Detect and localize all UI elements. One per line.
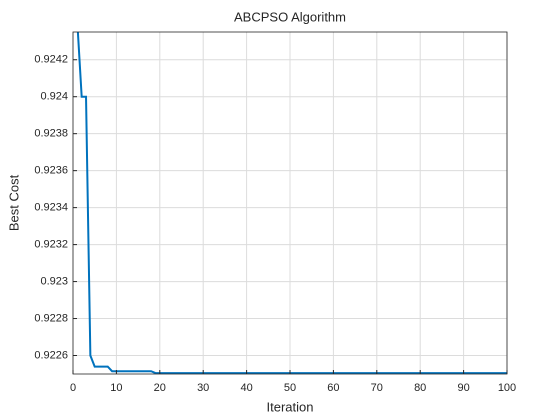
y-tick-label: 0.9226 — [34, 349, 68, 361]
y-tick-label: 0.923 — [40, 275, 68, 287]
x-tick-label: 20 — [154, 382, 166, 394]
x-axis-label: Iteration — [267, 399, 314, 414]
x-tick-label: 50 — [284, 382, 296, 394]
y-tick-label: 0.9234 — [34, 202, 68, 214]
y-tick-label: 0.924 — [40, 91, 68, 103]
x-tick-label: 40 — [240, 382, 252, 394]
x-tick-label: 100 — [498, 382, 516, 394]
x-tick-label: 80 — [414, 382, 426, 394]
y-tick-label: 0.9228 — [34, 312, 68, 324]
x-tick-label: 70 — [371, 382, 383, 394]
x-tick-label: 60 — [327, 382, 339, 394]
x-tick-label: 30 — [197, 382, 209, 394]
chart-title: ABCPSO Algorithm — [234, 9, 346, 24]
y-axis-label: Best Cost — [6, 174, 21, 231]
y-tick-label: 0.9238 — [34, 128, 68, 140]
x-tick-label: 0 — [70, 382, 76, 394]
y-tick-label: 0.9232 — [34, 239, 68, 251]
data-line — [76, 32, 507, 374]
y-tick-label: 0.9236 — [34, 165, 68, 177]
y-tick-label: 0.9242 — [34, 54, 68, 66]
x-tick-label: 10 — [110, 382, 122, 394]
x-tick-label: 90 — [457, 382, 469, 394]
